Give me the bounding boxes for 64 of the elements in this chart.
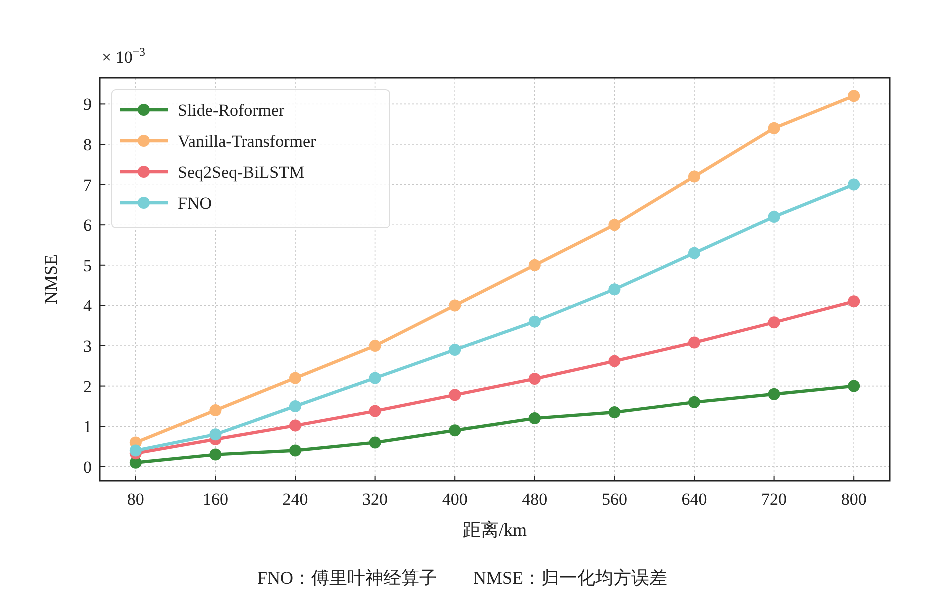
point	[210, 448, 222, 461]
point	[848, 296, 860, 308]
point	[369, 436, 382, 449]
point	[768, 122, 780, 134]
y-tick-label: 7	[84, 176, 92, 195]
y-tick-label: 2	[84, 377, 92, 396]
x-tick-label: 560	[602, 490, 628, 509]
x-tick-label: 800	[841, 490, 867, 509]
point	[449, 389, 462, 402]
point	[608, 219, 621, 232]
point	[688, 336, 700, 349]
point	[210, 404, 222, 416]
y-tick-label: 0	[84, 458, 92, 477]
point	[528, 259, 541, 272]
x-axis-title: 距离/km	[462, 520, 528, 540]
point	[369, 405, 382, 418]
point	[369, 340, 382, 352]
point	[768, 316, 780, 329]
point	[688, 247, 700, 260]
x-tick-label: 320	[362, 490, 388, 509]
point	[210, 428, 222, 441]
point	[688, 396, 700, 408]
point	[528, 316, 541, 328]
point	[290, 444, 302, 457]
y-tick-label: 6	[84, 216, 92, 236]
x-tick-label: 720	[762, 490, 788, 509]
y-axis-title: NMSE	[41, 254, 61, 305]
point	[290, 400, 302, 412]
text: FNO：傅里叶神经算子 NMSE：归一化均方误差	[257, 568, 668, 588]
y-tick-label: 9	[84, 95, 92, 114]
point	[768, 388, 780, 400]
y-tick-label: 8	[84, 135, 92, 154]
point	[449, 300, 462, 312]
point	[369, 372, 382, 384]
point	[848, 90, 860, 102]
point	[768, 211, 780, 224]
point	[130, 444, 142, 457]
x-tick-label: 480	[522, 490, 548, 509]
y-tick-label: 4	[84, 296, 92, 316]
point	[608, 284, 621, 296]
legend-label: FNO	[178, 194, 212, 213]
point	[528, 412, 541, 425]
x-tick-label: 640	[682, 490, 708, 509]
point	[688, 170, 700, 183]
point	[528, 373, 541, 386]
point	[449, 344, 462, 356]
legend-label: Seq2Seq-BiLSTM	[178, 163, 305, 182]
point	[848, 380, 860, 392]
legend-label: Vanilla-Transformer	[178, 132, 317, 151]
point	[290, 372, 302, 384]
point	[608, 355, 621, 368]
point	[290, 420, 302, 432]
x-tick-label: 240	[282, 490, 308, 509]
x-tick-label: 400	[442, 490, 468, 509]
point	[449, 424, 462, 437]
point	[608, 406, 621, 418]
y-tick-label: 3	[84, 336, 92, 356]
x-tick-label: 160	[202, 490, 228, 509]
y-tick-label: 1	[84, 418, 92, 437]
legend-label: Slide-Roformer	[178, 101, 286, 120]
x-tick-label: 80	[127, 490, 144, 509]
y-tick-label: 5	[84, 256, 92, 276]
point	[848, 178, 860, 191]
text: × 10$^{−3}$	[102, 45, 146, 67]
